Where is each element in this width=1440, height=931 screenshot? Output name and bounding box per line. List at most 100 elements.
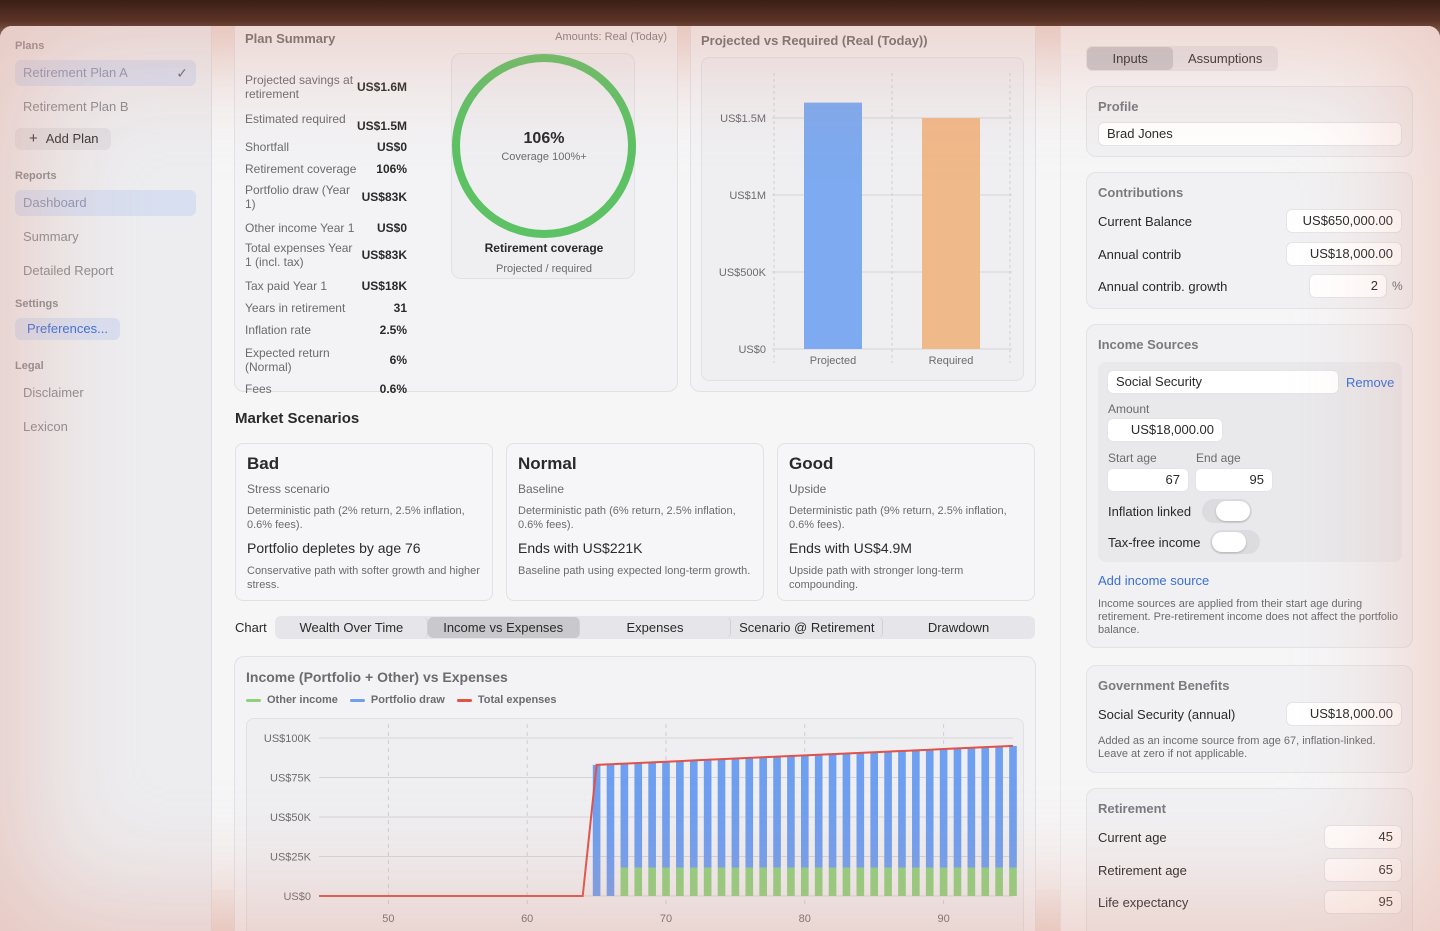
- x-tick-label: 60: [521, 913, 533, 925]
- bar-portfolio-draw: [967, 747, 976, 868]
- contrib-growth-field[interactable]: 2: [1309, 274, 1387, 298]
- sidebar-item-label: Retirement Plan A: [23, 65, 128, 80]
- bar-portfolio-draw: [814, 754, 823, 868]
- gov-benefits-card: Government Benefits Social Security (ann…: [1086, 665, 1413, 773]
- income-vs-expenses-chart: US$0 US$25K US$50K US$75K US$100K 50 60 70 80 90: [264, 724, 1017, 925]
- bar-portfolio-draw: [912, 750, 920, 868]
- legend-label: Total expenses: [477, 694, 557, 706]
- scenario-name: Bad: [247, 454, 280, 473]
- bar-portfolio-draw: [925, 749, 934, 868]
- tax-free-label: Tax-free income: [1108, 535, 1201, 550]
- retirement-age-field[interactable]: 65: [1324, 858, 1402, 882]
- amounts-note: Amounts: Real (Today): [555, 31, 667, 43]
- bar-other-income: [925, 867, 934, 896]
- income-source-name-field[interactable]: Social Security: [1107, 370, 1339, 394]
- tax-free-toggle[interactable]: [1210, 530, 1260, 554]
- retirement-age-label: Retirement age: [1098, 863, 1187, 878]
- sidebar-item-lexicon[interactable]: Lexicon: [15, 414, 196, 440]
- summary-row: Years in retirement 31: [245, 301, 407, 315]
- legend-label: Other income: [267, 694, 338, 706]
- bar-other-income: [870, 867, 879, 896]
- gauge-caption: Projected / required: [496, 263, 592, 275]
- bar-other-income: [717, 867, 726, 896]
- bar-other-income: [689, 867, 698, 896]
- sidebar-item-dashboard[interactable]: Dashboard: [15, 190, 196, 216]
- tab-expenses[interactable]: Expenses: [580, 617, 732, 638]
- start-age-field[interactable]: 67: [1107, 468, 1189, 492]
- legend-swatch: [349, 698, 365, 702]
- sidebar-item-disclaimer[interactable]: Disclaimer: [15, 380, 196, 406]
- end-age-label: End age: [1196, 451, 1241, 465]
- retirement-card: Retirement Current age 45 Retirement age…: [1086, 788, 1413, 931]
- summary-row-value: US$1.6M: [356, 80, 407, 94]
- gauge-arc: [452, 54, 636, 238]
- summary-row-label: Years in retirement: [245, 301, 346, 315]
- amount-field[interactable]: US$18,000.00: [1107, 418, 1223, 442]
- y-tick-label: US$0: [283, 891, 311, 903]
- summary-row-value: 106%: [376, 162, 407, 176]
- income-source-item: Social Security Remove Amount US$18,000.…: [1098, 362, 1402, 562]
- sidebar-section-legal: Legal: [15, 360, 44, 372]
- bar-portfolio-draw: [787, 756, 795, 868]
- gov-benefits-title: Government Benefits: [1098, 678, 1230, 693]
- current-balance-field[interactable]: US$650,000.00: [1286, 209, 1402, 233]
- income-chart-legend: Other income Portfolio draw Total expens…: [246, 694, 557, 706]
- summary-row: Shortfall US$0: [245, 140, 407, 154]
- sidebar-item-plan-b[interactable]: Retirement Plan B: [15, 94, 196, 120]
- current-balance-label: Current Balance: [1098, 214, 1192, 229]
- legend-item: Portfolio draw: [349, 694, 445, 706]
- tab-scenario-at-retirement[interactable]: Scenario @ Retirement: [731, 617, 884, 638]
- plus-icon: +: [29, 130, 38, 147]
- scenario-note: Conservative path with softer growth and…: [247, 565, 480, 591]
- tab-wealth-over-time[interactable]: Wealth Over Time: [276, 617, 428, 638]
- summary-row-label: Retirement coverage: [245, 162, 357, 176]
- proj-chart-box: US$0 US$500K US$1M US$1.5M Projected Required: [701, 57, 1024, 381]
- bar-portfolio-draw: [898, 750, 906, 868]
- end-age-field[interactable]: 95: [1195, 468, 1273, 492]
- life-expectancy-field[interactable]: 95: [1324, 890, 1402, 914]
- tab-income-vs-expenses[interactable]: Income vs Expenses: [427, 617, 580, 638]
- bar-portfolio-draw: [759, 757, 767, 868]
- income-chart-box: US$0 US$25K US$50K US$75K US$100K 50 60 70 80 90: [246, 718, 1024, 931]
- bar-other-income: [634, 867, 643, 896]
- bar-portfolio-draw: [773, 756, 781, 868]
- sidebar-item-summary[interactable]: Summary: [15, 224, 196, 250]
- sidebar: Plans Retirement Plan A ✓ Retirement Pla…: [0, 26, 212, 931]
- summary-row-label: Inflation rate: [245, 323, 312, 337]
- social-security-field[interactable]: US$18,000.00: [1286, 702, 1402, 726]
- x-tick-label: 50: [382, 913, 394, 925]
- start-age-label: Start age: [1108, 451, 1157, 465]
- scenario-card-bad: Bad Stress scenario Deterministic path (…: [235, 443, 493, 601]
- add-plan-button[interactable]: + Add Plan: [15, 128, 111, 150]
- income-sources-card: Income Sources Social Security Remove Am…: [1086, 324, 1413, 648]
- tab-inputs[interactable]: Inputs: [1087, 47, 1174, 70]
- bar-other-income: [912, 867, 920, 896]
- scenario-result: Portfolio depletes by age 76: [247, 540, 421, 556]
- x-tick-label: 80: [799, 913, 811, 925]
- annual-contrib-field[interactable]: US$18,000.00: [1286, 242, 1402, 266]
- summary-row-value: US$18K: [361, 279, 407, 293]
- sidebar-item-detailed-report[interactable]: Detailed Report: [15, 258, 196, 284]
- bar-other-income: [828, 867, 837, 896]
- percent-unit: %: [1392, 279, 1403, 293]
- sidebar-item-label: Dashboard: [23, 195, 87, 210]
- sidebar-item-plan-a[interactable]: Retirement Plan A ✓: [15, 60, 196, 86]
- tab-drawdown[interactable]: Drawdown: [927, 620, 990, 635]
- bar-required: [922, 118, 980, 349]
- plan-summary-card: Plan Summary Amounts: Real (Today) Proje…: [234, 26, 678, 396]
- current-age-field[interactable]: 45: [1324, 825, 1402, 849]
- bar-other-income: [676, 867, 684, 896]
- retirement-title: Retirement: [1098, 801, 1166, 816]
- profile-title: Profile: [1098, 99, 1139, 114]
- legend-swatch: [456, 698, 472, 702]
- inflation-linked-toggle[interactable]: [1202, 499, 1252, 523]
- scenario-desc: Deterministic path (6% return, 2.5% infl…: [518, 505, 736, 531]
- profile-name-field[interactable]: Brad Jones: [1098, 122, 1402, 146]
- tab-assumptions[interactable]: Assumptions: [1187, 51, 1263, 66]
- preferences-button[interactable]: Preferences...: [15, 318, 120, 340]
- bar-other-income: [759, 867, 767, 896]
- remove-income-source-link[interactable]: Remove: [1346, 375, 1395, 390]
- inspector-panel: Inputs Assumptions Profile Brad Jones Co…: [1060, 26, 1440, 931]
- bar-other-income: [953, 867, 962, 896]
- add-income-source-link[interactable]: Add income source: [1098, 573, 1210, 588]
